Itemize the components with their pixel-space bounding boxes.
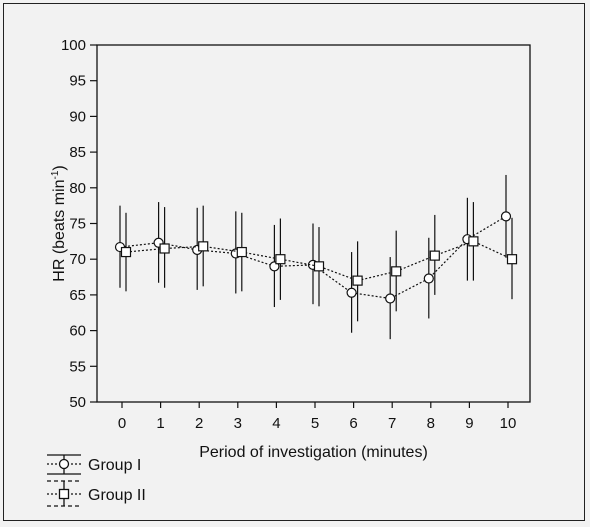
x-tick-label: 9 [465,415,473,432]
x-tick-label: 1 [156,415,164,432]
y-tick-label: 70 [69,251,86,268]
data-point-square [313,261,325,272]
x-axis: 0 1 2 3 4 5 6 7 8 9 10 [118,402,517,432]
data-point-circle [500,211,512,222]
y-tick-label: 65 [69,287,86,304]
x-tick-label: 6 [349,415,357,432]
x-tick-label: 3 [234,415,242,432]
x-tick-label: 8 [427,415,435,432]
y-tick-label: 80 [69,180,86,197]
data-point-square [352,275,363,286]
figure-panel: 50 55 60 65 70 75 80 85 90 95 100 0 1 2 3 4 5 6 7 8 9 10 Per… [3,3,585,521]
legend-label-group-2: Group II [88,487,146,504]
y-tick-label: 55 [69,358,86,375]
data-point-circle [385,293,396,304]
series-line [125,240,513,282]
data-point-square [198,241,209,252]
x-tick-label: 10 [500,415,517,432]
x-tick-label: 5 [311,415,319,432]
x-tick-label: 7 [388,415,396,432]
y-tick-label: 90 [69,108,86,125]
y-tick-label: 100 [61,37,86,54]
y-tick-label: 85 [69,144,86,161]
data-point-square [120,246,132,258]
data-point-circle [346,287,357,298]
y-tick-label: 50 [69,394,86,411]
data-point-square [468,236,479,247]
legend-item-group-2: Group II [47,480,146,507]
y-axis: 50 55 60 65 70 75 80 85 90 95 100 [61,37,97,411]
x-axis-title: Period of investigation (minutes) [199,444,428,461]
y-axis-title-superscript: -1 [50,170,61,179]
legend-label-group-1: Group I [88,457,141,474]
data-point-square [275,254,286,265]
data-point-square [236,246,247,258]
legend: Group I Group II [47,454,146,507]
y-tick-label: 95 [69,73,86,90]
y-tick-label: 60 [69,323,86,340]
series-layer [114,174,518,340]
series-1 [114,174,512,340]
chart-svg: 50 55 60 65 70 75 80 85 90 95 100 0 1 2 3 4 5 6 7 8 9 10 Per… [47,37,531,507]
legend-symbol-circle-errorbar [47,454,81,475]
y-axis-title-main: HR (beats min [51,179,68,281]
data-point-square [506,254,518,265]
x-tick-label: 2 [195,415,203,432]
x-tick-label: 4 [272,415,280,432]
series-2 [120,202,518,322]
x-tick-label: 0 [118,415,126,432]
data-point-square [159,243,170,254]
legend-item-group-1: Group I [47,454,141,475]
data-point-square [391,266,402,277]
data-point-square [429,250,440,261]
legend-symbol-square-errorbar [47,480,81,507]
data-point-circle [423,273,434,284]
y-tick-label: 75 [69,216,86,233]
y-axis-title-close: ) [51,165,68,170]
y-axis-title: HR (beats min-1) [50,165,68,281]
